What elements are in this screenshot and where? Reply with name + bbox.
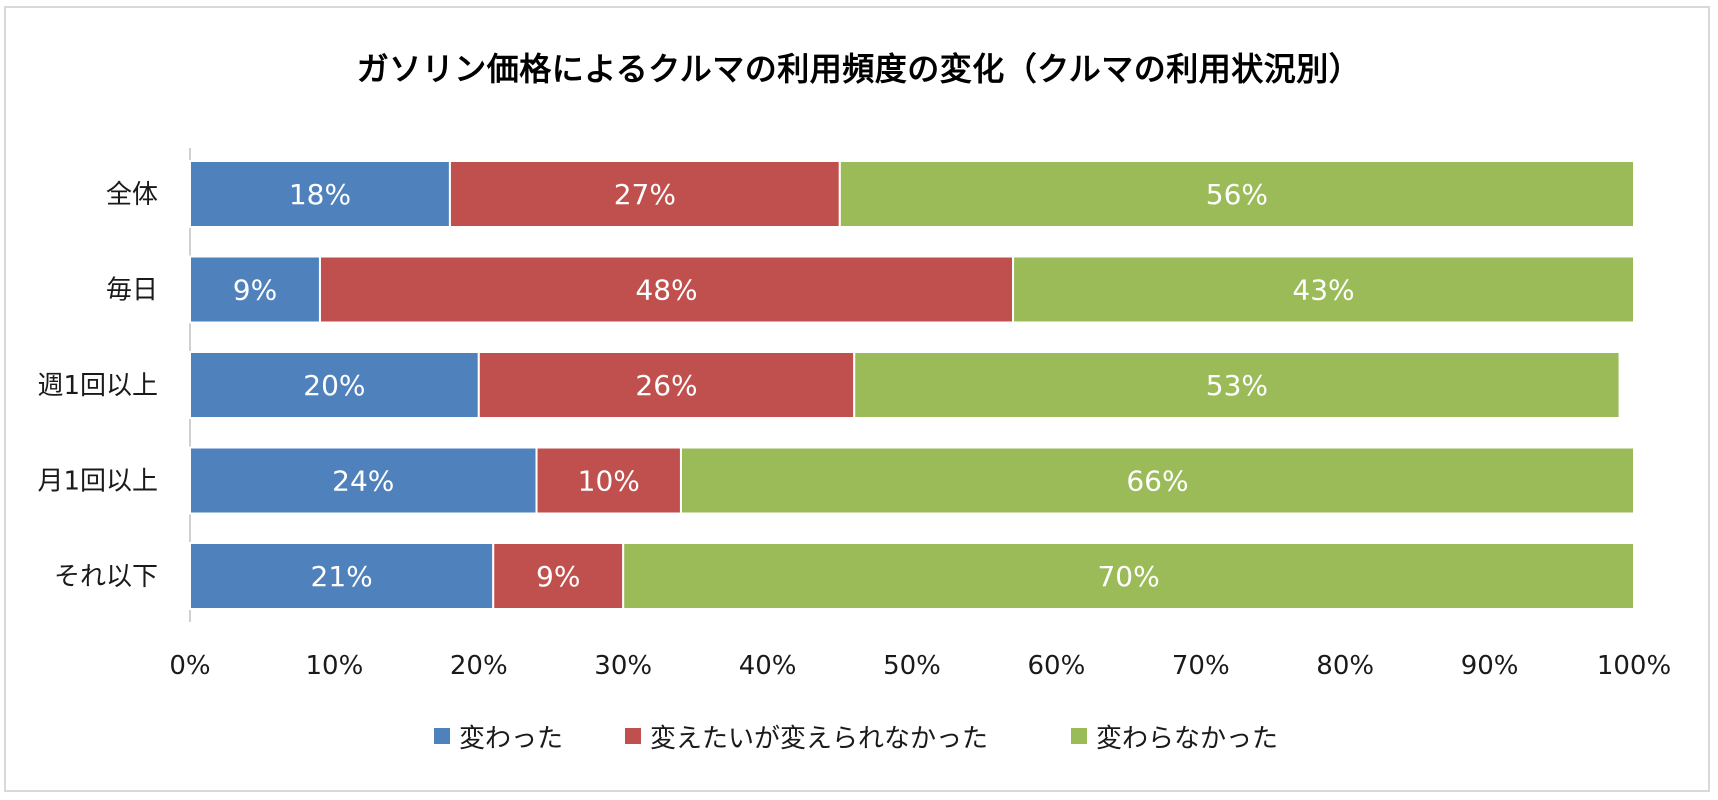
- bar-segment: [189, 542, 495, 610]
- category-label: 週1回以上: [37, 371, 158, 401]
- data-label: 24%: [332, 465, 394, 498]
- data-label: 21%: [311, 560, 373, 593]
- legend-swatch: [434, 728, 450, 744]
- data-label: 9%: [233, 274, 277, 307]
- bar-segment: [1012, 255, 1635, 324]
- legend-label: 変わらなかった: [1096, 723, 1279, 754]
- data-label: 26%: [635, 369, 697, 402]
- legend-item: 変わった: [434, 716, 563, 756]
- x-tick-label: 80%: [1316, 651, 1374, 681]
- data-label: 10%: [578, 465, 640, 498]
- legend-swatch: [625, 728, 641, 744]
- legend-item: 変えたいが変えられなかった: [625, 716, 988, 756]
- data-label: 20%: [303, 369, 365, 402]
- bar-segment: [853, 351, 1621, 419]
- x-tick-label: 50%: [883, 651, 941, 681]
- x-tick-label: 90%: [1461, 651, 1519, 681]
- legend-swatch: [1071, 728, 1087, 744]
- category-label: それ以下: [54, 562, 158, 592]
- data-label: 53%: [1206, 369, 1268, 402]
- data-label: 70%: [1097, 560, 1159, 593]
- x-tick-label: 70%: [1172, 651, 1230, 681]
- legend-label: 変わった: [459, 723, 564, 754]
- legend-label: 変えたいが変えられなかった: [650, 723, 989, 754]
- x-tick-label: 100%: [1597, 651, 1671, 681]
- category-label: 月1回以上: [37, 467, 158, 497]
- bar-segment: [679, 446, 1635, 515]
- bar-segment: [448, 160, 841, 228]
- legend-item: 変わらなかった: [1071, 716, 1278, 756]
- data-label: 66%: [1126, 465, 1188, 498]
- chart-title: ガソリン価格によるクルマの利用頻度の変化（クルマの利用状況別）: [356, 50, 1362, 88]
- category-label: 毎日: [106, 276, 158, 306]
- data-label: 56%: [1206, 178, 1268, 211]
- data-label: 48%: [635, 274, 697, 307]
- data-label: 9%: [536, 560, 580, 593]
- x-tick-label: 40%: [739, 651, 797, 681]
- category-label: 全体: [106, 180, 158, 210]
- x-tick-label: 60%: [1028, 651, 1086, 681]
- bar-segment: [838, 160, 1635, 228]
- bar-segment: [189, 160, 451, 228]
- bar-segment: [477, 351, 856, 419]
- x-tick-label: 0%: [169, 651, 210, 681]
- bar-segment: [535, 446, 682, 515]
- x-tick-label: 10%: [306, 651, 364, 681]
- bar-segment: [622, 542, 1635, 610]
- data-label: 43%: [1292, 274, 1354, 307]
- bar-segment: [189, 446, 538, 515]
- x-tick-label: 30%: [594, 651, 652, 681]
- data-label: 18%: [289, 178, 351, 211]
- bar-segment: [318, 255, 1015, 324]
- x-tick-label: 20%: [450, 651, 508, 681]
- stacked-bar-chart: 全体 18% 27% 56% 毎日 9% 48% 43% 週1回以上 20% 26% 53% 月1回以上…: [37, 148, 1671, 681]
- data-label: 27%: [614, 178, 676, 211]
- chart-legend: 変わった 変えたいが変えられなかった 変わらなかった: [0, 716, 1718, 756]
